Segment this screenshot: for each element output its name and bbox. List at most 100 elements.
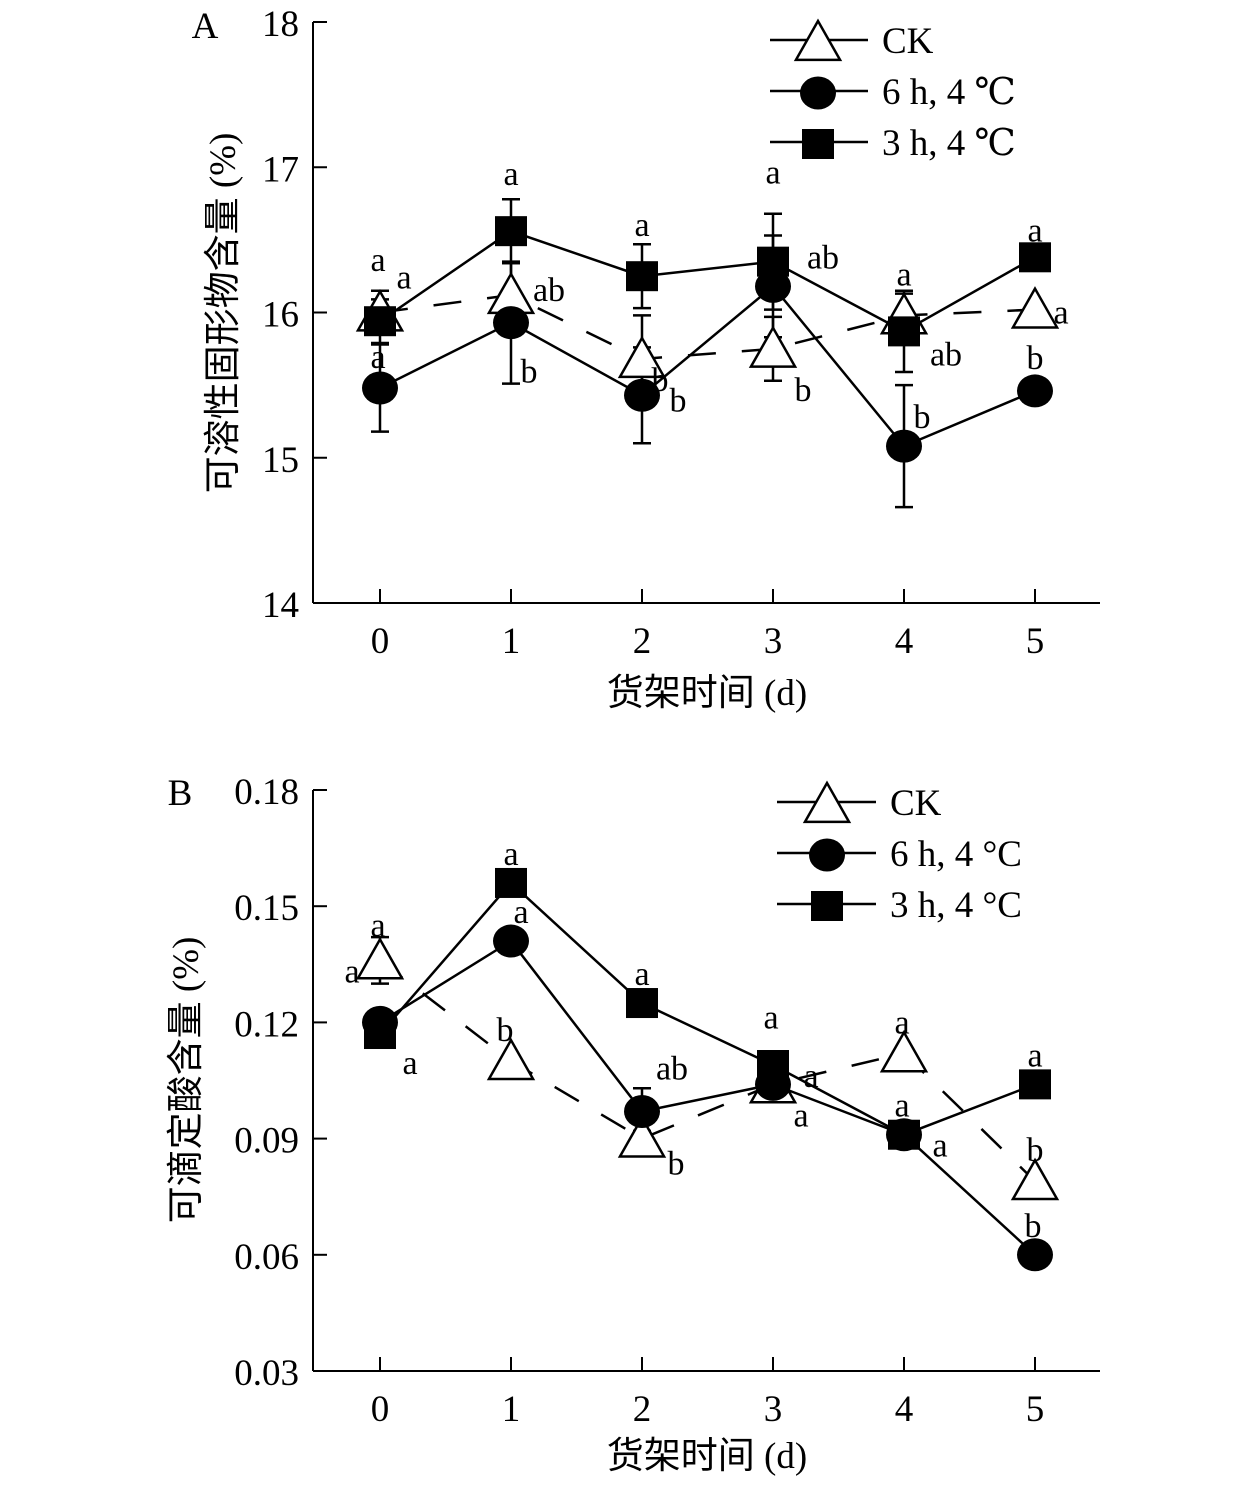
data-point-s2-2 bbox=[626, 261, 658, 292]
legend-marker bbox=[809, 838, 845, 872]
x-tick-label: 3 bbox=[764, 621, 783, 662]
significance-letter: b bbox=[668, 1146, 685, 1183]
significance-letter: a bbox=[765, 155, 780, 192]
significance-letter: ab bbox=[930, 336, 962, 373]
panel-b: 0.03 0.06 0.09 0.12 0.15 0.18 0 1 2 3 4 5 B 可滴定酸含量 (%… bbox=[165, 772, 1100, 1477]
x-tick-label: 5 bbox=[1026, 621, 1045, 662]
data-point-s1-1 bbox=[493, 924, 529, 958]
significance-letter: a bbox=[894, 1088, 909, 1125]
data-point-s1-2 bbox=[624, 378, 660, 412]
data-point-s1-3 bbox=[755, 269, 791, 303]
y-tick-label: 18 bbox=[262, 4, 299, 45]
data-point-s0-1 bbox=[486, 1037, 536, 1081]
x-tick-label: 2 bbox=[633, 621, 652, 662]
series-line-0 bbox=[379, 959, 1036, 1183]
x-tick-label: 4 bbox=[895, 1389, 914, 1430]
data-point-s2-3 bbox=[757, 1050, 789, 1081]
legend-marker bbox=[811, 891, 843, 921]
panel-label: B bbox=[168, 773, 193, 814]
panel-label: A bbox=[192, 6, 219, 47]
significance-letter: a bbox=[402, 1045, 417, 1082]
significance-letter: a bbox=[763, 999, 778, 1036]
significance-letter: a bbox=[1027, 1037, 1042, 1074]
data-point-s1-4 bbox=[886, 429, 922, 463]
legend-entry: 6 h, 4 ℃ bbox=[882, 72, 1016, 113]
legend: CK 6 h, 4 °C 3 h, 4 °C bbox=[777, 780, 1022, 926]
significance-letter: a bbox=[370, 339, 385, 376]
significance-letter: ab bbox=[807, 239, 839, 276]
significance-letter: b bbox=[1025, 1208, 1042, 1245]
legend-marker bbox=[800, 76, 836, 110]
data-point-s2-0 bbox=[364, 306, 396, 337]
data-point-s0-3 bbox=[748, 325, 798, 368]
y-tick-label: 0.12 bbox=[234, 1004, 299, 1045]
significance-letter: a bbox=[370, 242, 385, 279]
x-tick-label: 0 bbox=[371, 1389, 390, 1430]
data-point-s1-0 bbox=[362, 371, 398, 405]
legend-marker bbox=[802, 129, 834, 159]
y-axis-label: 可滴定酸含量 (%) bbox=[165, 937, 207, 1224]
series-line-0 bbox=[379, 293, 1036, 361]
x-tick-label: 0 bbox=[371, 621, 390, 662]
data-point-s0-5 bbox=[1010, 1157, 1060, 1201]
axes bbox=[312, 789, 1100, 1372]
x-tick-label: 1 bbox=[502, 621, 521, 662]
x-tick-label: 2 bbox=[633, 1389, 652, 1430]
legend-entry: CK bbox=[882, 21, 934, 62]
x-axis-label: 货架时间 (d) bbox=[607, 1435, 807, 1477]
significance-letter: a bbox=[894, 1004, 909, 1041]
significance-letter: a bbox=[793, 1097, 808, 1134]
significance-letter: a bbox=[503, 156, 518, 193]
data-point-s0-0 bbox=[355, 936, 405, 980]
series-line-1 bbox=[379, 939, 1036, 1256]
significance-letter: a bbox=[1053, 295, 1068, 332]
data-point-s0-5 bbox=[1010, 286, 1060, 329]
significance-letter: a bbox=[344, 953, 359, 990]
significance-letter: b bbox=[670, 382, 687, 419]
legend-entry: 3 h, 4 °C bbox=[890, 885, 1022, 926]
significance-letter: a bbox=[803, 1058, 818, 1095]
y-tick-label: 0.06 bbox=[234, 1237, 299, 1278]
data-point-s2-3 bbox=[757, 246, 789, 277]
significance-letter: b bbox=[795, 372, 812, 409]
significance-letter: a bbox=[896, 256, 911, 293]
x-tick-label: 3 bbox=[764, 1389, 783, 1430]
y-tick-label: 0.18 bbox=[234, 772, 299, 813]
data-point-s0-2 bbox=[617, 1115, 667, 1158]
significance-letter: a bbox=[634, 956, 649, 993]
significance-letter: b bbox=[497, 1012, 514, 1049]
significance-letter: b bbox=[1027, 340, 1044, 377]
y-tick-label: 0.09 bbox=[234, 1121, 299, 1162]
significance-letter: ab bbox=[533, 272, 565, 309]
data-point-s2-5 bbox=[1019, 1069, 1051, 1100]
y-tick-label: 15 bbox=[262, 440, 299, 481]
series-line-2 bbox=[379, 881, 1036, 1137]
significance-letter: a bbox=[503, 836, 518, 873]
significance-letter: a bbox=[513, 894, 528, 931]
legend-marker bbox=[802, 780, 852, 824]
x-axis-label: 货架时间 (d) bbox=[607, 672, 807, 714]
series-line-1 bbox=[379, 284, 1036, 448]
y-tick-label: 0.15 bbox=[234, 888, 299, 929]
significance-letter: a bbox=[370, 907, 385, 944]
significance-letter: b bbox=[652, 362, 669, 399]
y-tick-label: 17 bbox=[262, 149, 299, 190]
data-point-s1-1 bbox=[493, 306, 529, 340]
significance-letter: a bbox=[396, 260, 411, 297]
data-point-s2-1 bbox=[495, 867, 527, 898]
data-point-s2-1 bbox=[495, 216, 527, 247]
y-axis-label: 可溶性固形物含量 (%) bbox=[202, 133, 244, 494]
legend-entry: CK bbox=[890, 783, 942, 824]
significance-letter: b bbox=[521, 354, 538, 391]
data-point-s1-5 bbox=[1017, 374, 1053, 408]
y-tick-label: 0.03 bbox=[234, 1353, 299, 1394]
legend: CK 6 h, 4 ℃ 3 h, 4 ℃ bbox=[770, 18, 1016, 164]
data-point-s2-2 bbox=[626, 988, 658, 1019]
series-line-2 bbox=[379, 229, 1036, 333]
significance-letter: ab bbox=[656, 1050, 688, 1087]
data-point-s1-2 bbox=[624, 1094, 660, 1128]
data-point-s2-0 bbox=[364, 1019, 396, 1050]
data-point-s0-2 bbox=[617, 335, 667, 379]
data-point-s2-4 bbox=[888, 1119, 920, 1150]
